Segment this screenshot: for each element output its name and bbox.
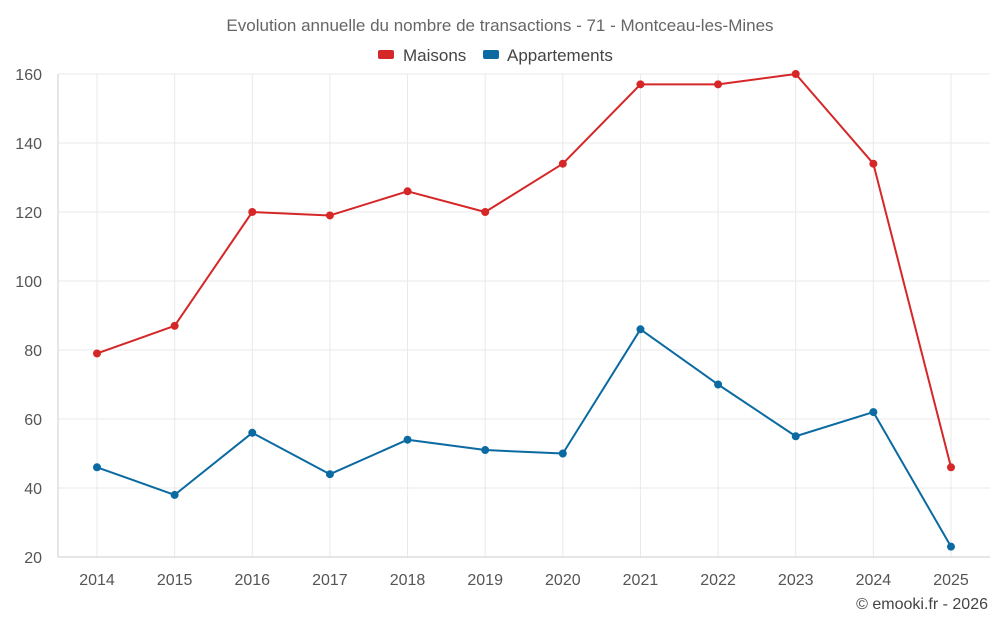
y-tick-label: 80	[24, 343, 42, 360]
data-point-maisons-2025[interactable]	[947, 463, 955, 472]
data-point-maisons-2023[interactable]	[791, 70, 800, 78]
x-tick-label: 2022	[700, 572, 736, 589]
y-tick-label: 20	[24, 550, 42, 567]
data-point-maisons-2018[interactable]	[403, 187, 412, 196]
grid	[58, 73, 990, 558]
series-line-maisons	[96, 73, 952, 468]
y-tick-label: 40	[24, 481, 42, 498]
y-tick-label: 160	[15, 67, 42, 84]
data-point-appartements-2019[interactable]	[481, 446, 490, 455]
x-tick-label: 2024	[856, 572, 892, 589]
x-tick-label: 2017	[312, 572, 348, 589]
data-point-appartements-2025[interactable]	[947, 542, 955, 551]
axes: 20 40 60 80 100 120 140 160 2014 2015 2016 2017 2018…	[15, 67, 990, 589]
series	[93, 70, 955, 551]
series-maisons	[93, 70, 955, 472]
x-tick-label: 2018	[390, 572, 426, 589]
y-tick-label: 100	[15, 274, 42, 291]
legend-item-maisons[interactable]: Maisons	[378, 46, 466, 65]
data-point-appartements-2015[interactable]	[170, 490, 179, 499]
data-point-maisons-2017[interactable]	[325, 211, 334, 220]
data-point-maisons-2024[interactable]	[869, 159, 878, 168]
y-tick-label: 60	[24, 412, 42, 429]
y-tick-label: 120	[15, 205, 42, 222]
x-tick-label: 2016	[234, 572, 270, 589]
data-point-maisons-2014[interactable]	[93, 349, 101, 358]
data-point-appartements-2024[interactable]	[869, 408, 878, 417]
data-point-maisons-2015[interactable]	[170, 321, 179, 330]
data-point-maisons-2016[interactable]	[248, 208, 257, 216]
legend-label-appartements: Appartements	[507, 46, 613, 65]
x-tick-label: 2021	[623, 572, 659, 589]
x-tick-label: 2015	[157, 572, 193, 589]
x-tick-label: 2020	[545, 572, 581, 589]
legend-swatch-appartements	[483, 50, 499, 59]
series-appartements	[93, 325, 955, 551]
y-tick-label: 140	[15, 136, 42, 153]
data-point-maisons-2020[interactable]	[558, 159, 567, 168]
credit-text: © emooki.fr - 2026	[856, 596, 988, 613]
data-point-appartements-2016[interactable]	[248, 428, 257, 437]
x-tick-label: 2019	[467, 572, 503, 589]
data-point-appartements-2017[interactable]	[325, 470, 334, 479]
x-tick-label: 2025	[933, 572, 969, 589]
data-point-maisons-2021[interactable]	[636, 80, 645, 89]
legend-label-maisons: Maisons	[403, 46, 466, 65]
legend-swatch-maisons	[378, 50, 394, 59]
data-point-maisons-2022[interactable]	[714, 80, 723, 89]
legend-item-appartements[interactable]: Appartements	[483, 46, 613, 65]
data-point-appartements-2022[interactable]	[714, 380, 723, 389]
data-point-appartements-2023[interactable]	[791, 432, 800, 441]
x-tick-label: 2014	[79, 572, 115, 589]
data-point-maisons-2019[interactable]	[481, 208, 490, 216]
legend[interactable]: Maisons Appartements	[378, 46, 613, 65]
data-point-appartements-2021[interactable]	[636, 325, 645, 334]
data-point-appartements-2014[interactable]	[93, 463, 101, 472]
chart-title: Evolution annuelle du nombre de transact…	[226, 16, 773, 35]
data-point-appartements-2020[interactable]	[558, 449, 567, 458]
series-line-appartements	[96, 328, 952, 548]
data-point-appartements-2018[interactable]	[403, 435, 412, 444]
x-tick-label: 2023	[778, 572, 814, 589]
